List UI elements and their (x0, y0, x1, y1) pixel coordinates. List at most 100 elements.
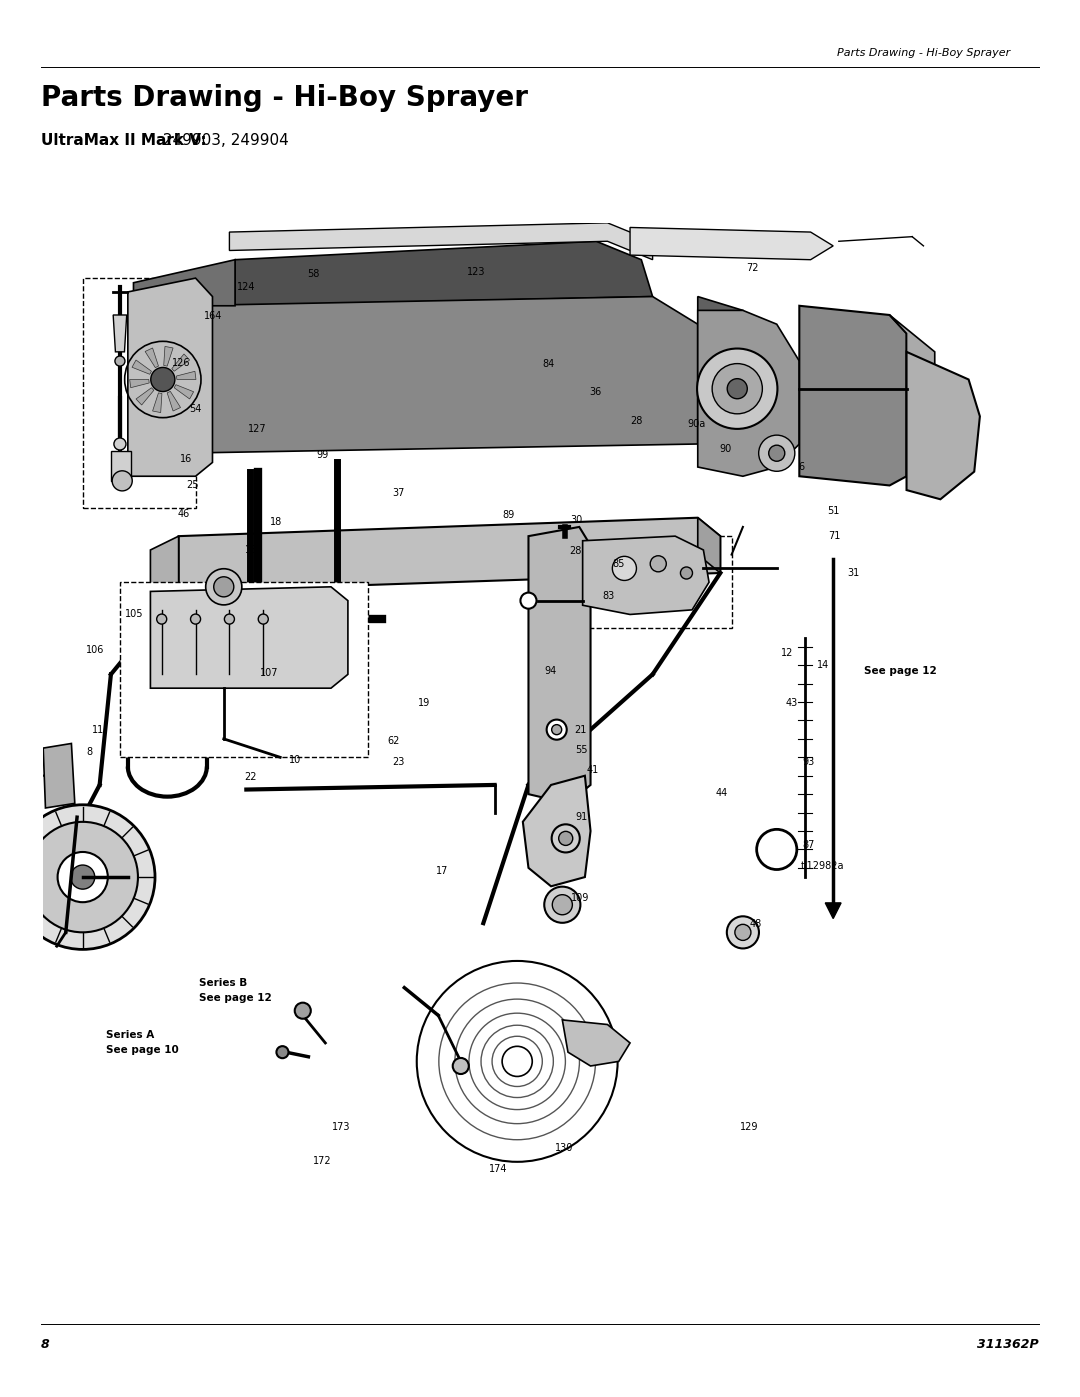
Text: Series A: Series A (106, 1031, 154, 1041)
Text: UltraMax II Mark V:: UltraMax II Mark V: (41, 133, 206, 148)
Circle shape (57, 852, 108, 902)
Text: 18: 18 (270, 517, 283, 527)
Bar (573, 536, 731, 629)
Polygon shape (528, 527, 591, 803)
Text: 129: 129 (740, 1122, 759, 1132)
Text: See page 12: See page 12 (199, 993, 271, 1003)
Text: 51: 51 (827, 506, 840, 517)
Text: 84: 84 (542, 359, 555, 369)
Circle shape (214, 577, 233, 597)
Polygon shape (172, 353, 190, 372)
Text: 44: 44 (715, 788, 728, 798)
Polygon shape (164, 346, 173, 366)
Text: 163: 163 (244, 545, 264, 555)
Text: 41: 41 (586, 764, 599, 775)
Polygon shape (630, 228, 833, 260)
Text: ti12982a: ti12982a (801, 862, 845, 872)
Circle shape (680, 567, 692, 578)
Polygon shape (134, 260, 235, 324)
Polygon shape (178, 296, 698, 453)
Circle shape (225, 615, 234, 624)
Polygon shape (906, 352, 980, 499)
Text: 8: 8 (41, 1338, 50, 1351)
Text: 172: 172 (312, 1155, 332, 1166)
Circle shape (712, 363, 762, 414)
Text: Series B: Series B (199, 978, 247, 989)
Text: 25: 25 (186, 479, 199, 490)
Text: 58: 58 (307, 268, 320, 278)
Text: Parts Drawing - Hi-Boy Sprayer: Parts Drawing - Hi-Boy Sprayer (41, 84, 528, 112)
Text: 17: 17 (435, 866, 448, 876)
FancyArrowPatch shape (153, 351, 158, 363)
Text: 43: 43 (785, 698, 798, 708)
Polygon shape (136, 388, 153, 405)
Polygon shape (174, 384, 193, 400)
Circle shape (612, 556, 636, 580)
Text: 8: 8 (86, 746, 93, 757)
FancyArrowPatch shape (168, 351, 172, 363)
Polygon shape (127, 278, 213, 476)
Text: 62: 62 (387, 736, 400, 746)
Polygon shape (890, 314, 935, 476)
Circle shape (727, 916, 759, 949)
Text: 72: 72 (746, 263, 759, 272)
Text: 83: 83 (602, 591, 615, 601)
Circle shape (650, 556, 666, 571)
Text: 12: 12 (781, 648, 794, 658)
Text: 87: 87 (802, 840, 815, 849)
Bar (120, 583, 368, 757)
Text: See page 12: See page 12 (864, 666, 936, 676)
Circle shape (521, 592, 537, 609)
Text: 30: 30 (570, 515, 583, 525)
Circle shape (453, 1058, 469, 1074)
Polygon shape (134, 306, 178, 472)
Circle shape (544, 887, 580, 923)
Polygon shape (130, 380, 149, 388)
Text: 28: 28 (630, 416, 643, 426)
Text: 99: 99 (316, 450, 329, 460)
Text: 21: 21 (573, 725, 586, 735)
Text: 105: 105 (124, 609, 144, 619)
Polygon shape (698, 518, 720, 573)
Polygon shape (176, 372, 195, 380)
Text: 16: 16 (179, 454, 192, 464)
Text: 109: 109 (570, 893, 590, 902)
Polygon shape (563, 1020, 630, 1066)
Text: 36: 36 (589, 387, 602, 397)
Circle shape (552, 824, 580, 852)
Circle shape (734, 925, 751, 940)
Text: 89: 89 (502, 510, 515, 520)
Circle shape (113, 439, 126, 450)
FancyArrowPatch shape (176, 362, 188, 370)
FancyArrowPatch shape (138, 362, 149, 370)
Text: 48: 48 (750, 919, 762, 929)
Polygon shape (799, 306, 906, 486)
Text: 19: 19 (418, 698, 431, 708)
Polygon shape (150, 587, 348, 689)
Text: 107: 107 (259, 668, 279, 678)
Text: 127: 127 (247, 425, 267, 434)
Text: 164: 164 (203, 310, 222, 321)
Polygon shape (152, 393, 162, 412)
Polygon shape (825, 902, 841, 919)
Circle shape (558, 831, 572, 845)
Polygon shape (113, 314, 126, 352)
Text: 37: 37 (392, 489, 405, 499)
Text: 90a: 90a (688, 419, 705, 429)
Circle shape (276, 1046, 288, 1058)
Polygon shape (698, 296, 743, 458)
Circle shape (546, 719, 567, 739)
Circle shape (258, 615, 268, 624)
Text: See page 10: See page 10 (106, 1045, 178, 1055)
Polygon shape (229, 224, 652, 260)
Polygon shape (113, 454, 126, 469)
Circle shape (205, 569, 242, 605)
Circle shape (11, 805, 156, 950)
Polygon shape (43, 743, 75, 807)
Text: 126: 126 (172, 358, 191, 367)
Text: 130: 130 (554, 1143, 573, 1153)
Polygon shape (150, 536, 178, 605)
Bar (233, 616, 262, 636)
Text: 123: 123 (467, 267, 486, 278)
Bar (83, 278, 195, 509)
